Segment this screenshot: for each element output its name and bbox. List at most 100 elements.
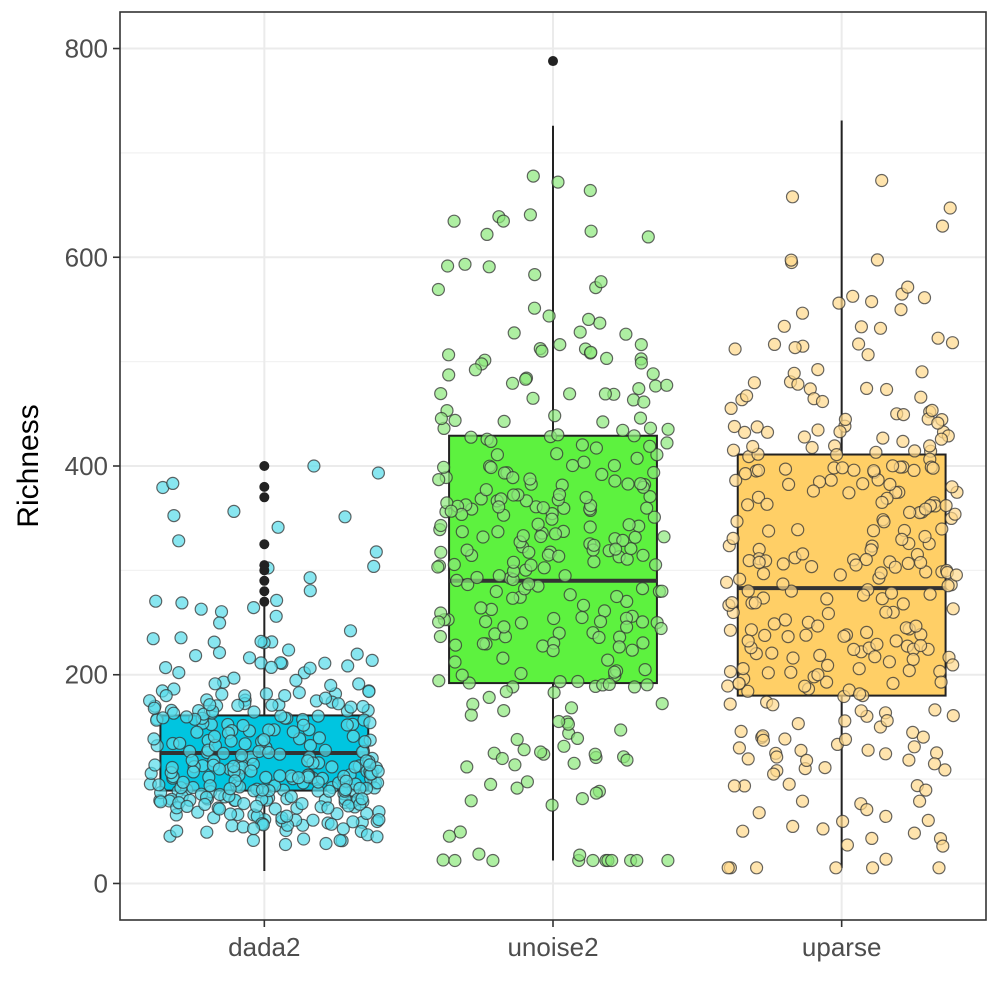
jitter-point (588, 747, 602, 761)
jitter-point (608, 542, 623, 556)
jitter-point (346, 815, 360, 829)
jitter-point (212, 762, 226, 776)
jitter-point (592, 630, 606, 645)
jitter-point (152, 778, 166, 792)
jitter-point (646, 367, 660, 381)
jitter-point (895, 532, 909, 547)
jitter-point (921, 813, 935, 828)
jitter-point (915, 365, 929, 379)
jitter-point (231, 698, 245, 713)
jitter-point (821, 606, 836, 621)
jitter-point (527, 301, 542, 315)
jitter-point (278, 688, 292, 703)
jitter-point (901, 556, 915, 571)
jitter-point (535, 344, 549, 358)
jitter-point (495, 751, 509, 766)
jitter-point (333, 833, 347, 848)
jitter-point (203, 698, 217, 712)
jitter-point (928, 703, 942, 717)
jitter-point (627, 429, 641, 443)
jitter-point (791, 523, 805, 537)
jitter-point (797, 430, 812, 444)
jitter-point (760, 425, 775, 439)
jitter-point (581, 312, 596, 326)
jitter-point (906, 652, 920, 667)
jitter-point (936, 839, 950, 853)
jitter-point (880, 713, 894, 728)
jitter-point (200, 825, 214, 839)
jitter-point (943, 201, 957, 215)
jitter-point (805, 440, 819, 455)
jitter-point (918, 502, 933, 516)
jitter-point (265, 698, 279, 712)
jitter-point (436, 853, 450, 867)
jitter-point (490, 448, 504, 462)
jitter-point (747, 376, 762, 390)
jitter-point (786, 819, 800, 834)
jitter-point (186, 765, 200, 779)
jitter-point (593, 614, 608, 629)
jitter-point (598, 387, 613, 401)
jitter-point (278, 837, 293, 852)
outlier-point (259, 481, 270, 492)
jitter-point (437, 460, 451, 474)
jitter-point (917, 291, 932, 305)
jitter-point (324, 817, 338, 831)
jitter-point (433, 629, 447, 644)
jitter-point (159, 660, 173, 675)
jitter-point (268, 802, 282, 816)
jitter-point (919, 783, 933, 797)
jitter-point (307, 459, 321, 473)
jitter-point (938, 763, 952, 777)
jitter-point (507, 326, 521, 340)
jitter-point (474, 601, 488, 615)
jitter-point (740, 498, 755, 512)
jitter-point (860, 802, 874, 817)
jitter-point (778, 462, 793, 476)
jitter-point (319, 836, 333, 851)
jitter-point (806, 484, 821, 498)
jitter-point (249, 799, 264, 813)
jitter-point (550, 447, 564, 461)
jitter-point (442, 348, 456, 362)
jitter-point (301, 754, 315, 768)
jitter-point (242, 651, 257, 665)
jitter-point (888, 560, 902, 574)
jitter-point (795, 547, 810, 561)
jitter-point (751, 463, 766, 477)
jitter-point (557, 739, 571, 753)
jitter-point (577, 455, 591, 469)
jitter-point (352, 677, 366, 691)
jitter-point (752, 555, 766, 570)
jitter-point (838, 732, 853, 747)
jitter-point (621, 477, 635, 491)
jitter-point (486, 853, 500, 868)
jitter-point (198, 797, 212, 812)
jitter-point (510, 732, 524, 747)
jitter-point (367, 559, 381, 574)
jitter-point (816, 822, 830, 836)
y-axis-title: Richness (12, 404, 45, 527)
jitter-point (146, 632, 160, 646)
jitter-point (619, 620, 634, 634)
jitter-point (756, 567, 771, 581)
outlier-point (259, 560, 270, 571)
jitter-point (847, 642, 861, 657)
jitter-point (741, 752, 755, 766)
jitter-point (321, 801, 335, 815)
jitter-point (482, 260, 496, 274)
jitter-point (270, 593, 284, 608)
jitter-point (760, 497, 774, 511)
jitter-point (236, 718, 250, 733)
jitter-point (654, 621, 668, 636)
jitter-point (607, 458, 622, 473)
jitter-point (874, 566, 888, 580)
jitter-point (213, 616, 227, 630)
outlier-point (259, 586, 270, 597)
jitter-point (534, 529, 548, 544)
jitter-point (470, 570, 484, 585)
jitter-point (176, 775, 190, 789)
jitter-point (355, 792, 369, 806)
jitter-point (608, 474, 622, 488)
jitter-point (907, 826, 922, 840)
